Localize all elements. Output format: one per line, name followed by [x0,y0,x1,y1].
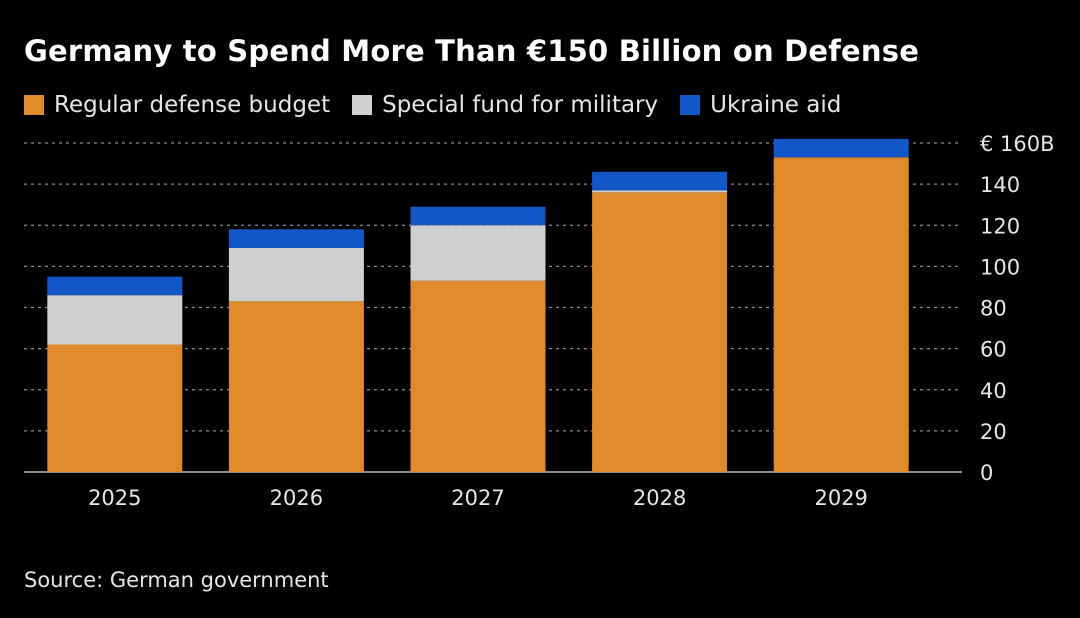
chart-title: Germany to Spend More Than €150 Billion … [24,34,920,68]
y-tick-label-140: 140 [980,173,1020,197]
y-tick-label-100: 100 [980,255,1020,279]
source-note: Source: German government [24,568,329,592]
bar-2028-series-0 [592,192,728,472]
y-tick-label-20: 20 [980,420,1007,444]
bar-2026-series-1 [228,247,364,302]
bar-2028-series-1 [592,190,728,193]
bar-2029-series-0 [773,157,909,473]
legend-item-ukraine: Ukraine aid [680,92,841,118]
bar-2027-series-1 [410,225,546,281]
legend-item-special: Special fund for military [352,92,658,118]
legend: Regular defense budget Special fund for … [24,92,841,118]
bar-2029-series-2 [773,138,909,158]
legend-item-regular: Regular defense budget [24,92,330,118]
y-tick-label-80: 80 [980,297,1007,321]
bar-2027-series-2 [410,206,546,226]
y-tick-label-40: 40 [980,379,1007,403]
bar-2026-series-0 [228,301,364,472]
legend-swatch-regular [24,95,44,115]
y-tick-label-120: 120 [980,214,1020,238]
bar-2028-series-2 [592,171,728,191]
bar-2026-series-2 [228,229,364,248]
bar-2027-series-0 [410,280,546,472]
legend-swatch-ukraine [680,95,701,115]
x-tick-label-2025: 2025 [88,486,141,510]
x-tick-label-2027: 2027 [451,486,504,510]
legend-swatch-special [352,95,373,115]
y-tick-label-160: € 160B [980,132,1055,156]
x-tick-label-2029: 2029 [814,486,867,510]
legend-label-special: Special fund for military [382,92,659,118]
x-tick-label-2028: 2028 [633,486,686,510]
x-tick-label-2026: 2026 [270,486,323,510]
bar-2025-series-1 [47,295,183,345]
y-tick-label-0: 0 [980,461,993,485]
y-tick-label-60: 60 [980,338,1007,362]
bar-2025-series-2 [47,276,183,296]
bar-2025-series-0 [47,344,183,472]
legend-label-ukraine: Ukraine aid [710,92,842,118]
legend-label-regular: Regular defense budget [54,92,331,118]
